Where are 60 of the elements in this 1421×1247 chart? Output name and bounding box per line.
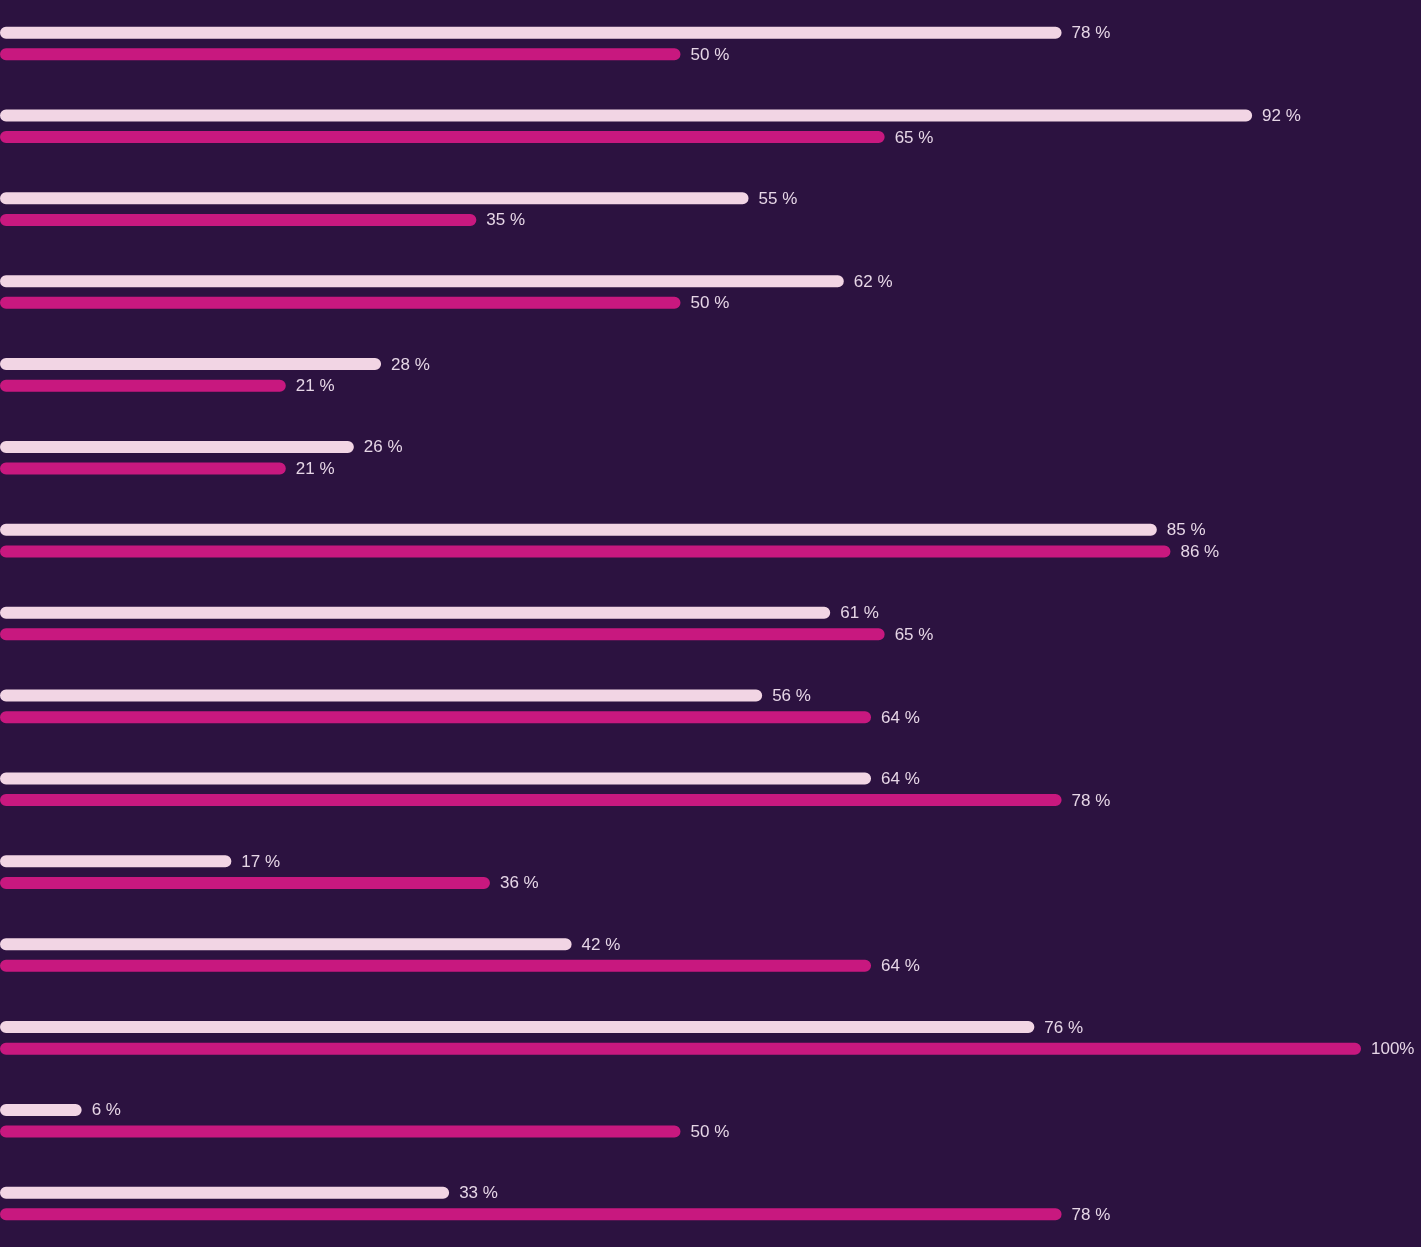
data-label: 64 % (881, 768, 920, 788)
bar (0, 462, 286, 475)
data-label: 6 % (91, 1100, 121, 1120)
bar (0, 523, 1157, 536)
bar (0, 545, 1171, 558)
bar (0, 1208, 1062, 1221)
data-label: 65 % (894, 624, 934, 644)
data-label: 50 % (690, 44, 730, 64)
bar (0, 275, 844, 288)
data-label: 85 % (1166, 520, 1206, 540)
bar (0, 606, 831, 619)
data-label: 78 % (1071, 23, 1111, 43)
bar (0, 628, 885, 641)
data-label: 64 % (881, 956, 920, 976)
bar (0, 192, 749, 205)
bar (0, 26, 1062, 39)
bar (0, 855, 232, 868)
bar (0, 1186, 450, 1199)
bar (0, 794, 1062, 807)
data-label: 78 % (1071, 790, 1111, 810)
data-label: 92 % (1262, 106, 1301, 125)
bar (0, 959, 872, 972)
data-label: 62 % (853, 271, 893, 291)
bar (0, 1125, 681, 1138)
data-label: 61 % (840, 603, 879, 623)
data-label: 26 % (363, 437, 403, 457)
data-label: 86 % (1180, 541, 1220, 561)
data-label: 50 % (690, 293, 730, 313)
bar (0, 440, 354, 453)
bar (0, 1042, 1361, 1055)
data-label: 65 % (894, 127, 934, 147)
data-label: 36 % (499, 873, 539, 893)
bar (0, 358, 382, 371)
bar (0, 1021, 1035, 1034)
data-label: 100% (1371, 1039, 1415, 1059)
data-label: 56 % (772, 686, 811, 706)
data-label: 55 % (758, 188, 798, 208)
bar (0, 1103, 82, 1116)
data-label: 21 % (295, 376, 335, 396)
data-label: 64 % (881, 707, 920, 727)
bar (0, 131, 885, 144)
bar (0, 689, 763, 702)
bar (0, 711, 872, 724)
bar (0, 772, 872, 785)
data-label: 21 % (295, 459, 335, 479)
data-label: 28 % (391, 354, 430, 374)
data-label: 33 % (459, 1183, 498, 1203)
data-label: 35 % (486, 210, 526, 230)
bar (0, 109, 1253, 122)
data-label: 17 % (241, 851, 281, 871)
data-label: 42 % (581, 934, 621, 954)
data-label: 50 % (690, 1122, 730, 1141)
bar (0, 379, 286, 392)
bar (0, 938, 572, 951)
bar (0, 213, 477, 226)
data-label: 76 % (1044, 1017, 1084, 1037)
bar (0, 876, 490, 889)
bar (0, 48, 681, 61)
data-label: 78 % (1071, 1204, 1111, 1224)
bar (0, 296, 681, 309)
